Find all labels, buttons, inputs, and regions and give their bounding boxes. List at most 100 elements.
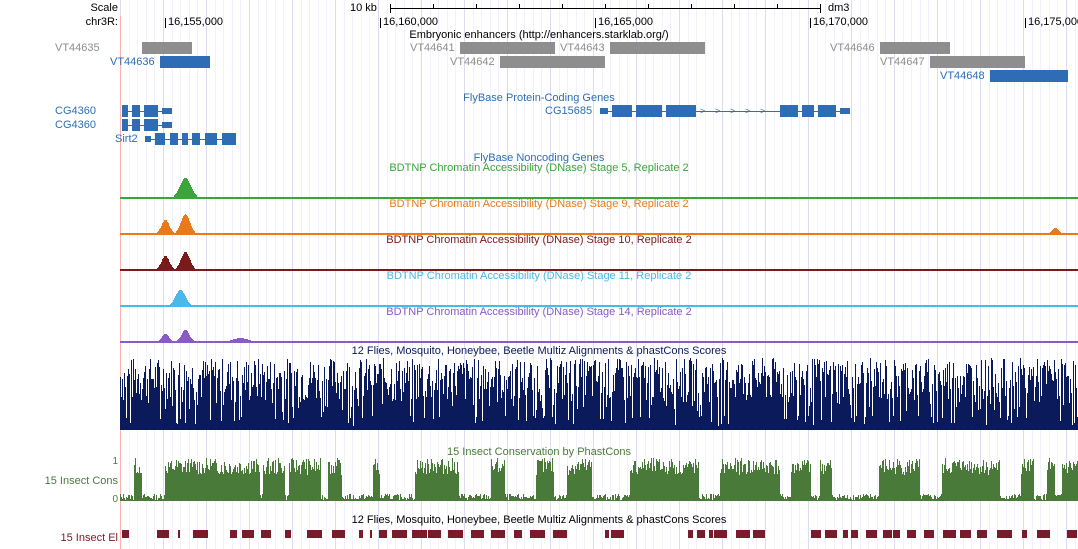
exon-block[interactable] <box>155 133 165 145</box>
exon-block[interactable] <box>818 105 836 117</box>
conserved-element[interactable] <box>1022 530 1027 538</box>
conserved-element[interactable] <box>883 530 892 538</box>
exon-block[interactable] <box>170 133 178 145</box>
gene-label: CG4360 <box>55 119 96 131</box>
conserved-element[interactable] <box>893 530 900 538</box>
conserved-element[interactable] <box>688 530 693 538</box>
conserved-element[interactable] <box>997 530 1012 538</box>
track-title-elements: 12 Flies, Mosquito, Honeybee, Beetle Mul… <box>0 514 1078 526</box>
position-axis: chr3R: 16,155,00016,160,00016,165,00016,… <box>0 16 1078 30</box>
conserved-element[interactable] <box>412 530 427 538</box>
conserved-element[interactable] <box>907 530 916 538</box>
axis-tick: 16,165,000 <box>598 16 653 28</box>
conserved-element[interactable] <box>514 530 522 538</box>
exon-block[interactable] <box>182 133 188 145</box>
exon-block[interactable] <box>205 133 217 145</box>
exon-block[interactable] <box>132 105 140 117</box>
enhancer-box[interactable] <box>142 42 192 54</box>
conserved-element[interactable] <box>242 530 254 538</box>
exon-block[interactable] <box>162 108 172 114</box>
enhancer-label: VT44635 <box>55 42 100 54</box>
conserved-element[interactable] <box>428 530 441 538</box>
conserved-element[interactable] <box>843 530 848 538</box>
exon-block[interactable] <box>122 105 128 117</box>
exon-block[interactable] <box>132 119 140 131</box>
exon-block[interactable] <box>600 108 608 114</box>
exon-block[interactable] <box>780 105 798 117</box>
exon-block[interactable] <box>666 105 696 117</box>
exon-block[interactable] <box>840 108 850 114</box>
conserved-element[interactable] <box>448 530 463 538</box>
assembly-label: dm3 <box>828 2 849 14</box>
conserved-element[interactable] <box>1067 530 1077 538</box>
conserved-element[interactable] <box>379 530 387 538</box>
conserved-element[interactable] <box>697 530 705 538</box>
conserved-element[interactable] <box>261 530 271 538</box>
exon-block[interactable] <box>145 136 151 142</box>
phastcons-ymax: 1 <box>112 456 118 467</box>
conserved-element[interactable] <box>943 530 956 538</box>
conserved-element[interactable] <box>471 530 484 538</box>
enhancer-label: VT44641 <box>410 42 455 54</box>
conserved-element[interactable] <box>122 530 129 538</box>
intron-arrow-icon: > <box>760 106 765 116</box>
conserved-element[interactable] <box>851 530 858 538</box>
exon-block[interactable] <box>636 105 662 117</box>
intron-arrow-icon: > <box>700 106 705 116</box>
enhancer-box[interactable] <box>880 42 950 54</box>
conserved-element[interactable] <box>709 530 713 538</box>
exon-block[interactable] <box>192 133 200 145</box>
exon-block[interactable] <box>802 105 814 117</box>
enhancer-box[interactable] <box>930 56 1025 68</box>
enhancer-label: VT44643 <box>560 42 605 54</box>
conserved-element[interactable] <box>178 530 180 538</box>
enhancer-box[interactable] <box>160 56 210 68</box>
chrom-label: chr3R: <box>0 16 118 28</box>
conserved-element[interactable] <box>714 530 727 538</box>
conserved-element[interactable] <box>866 530 877 538</box>
scale-label: Scale <box>0 2 118 14</box>
conserved-element[interactable] <box>825 530 837 538</box>
genome-browser: Scale 10 kb dm3 chr3R: 16,155,00016,160,… <box>0 0 1078 549</box>
exon-block[interactable] <box>222 133 236 145</box>
conserved-element[interactable] <box>924 530 934 538</box>
conserved-element[interactable] <box>753 530 765 538</box>
conserved-element[interactable] <box>960 530 971 538</box>
conserved-element[interactable] <box>359 530 363 538</box>
dnase-wiggle <box>120 246 1078 270</box>
conserved-element[interactable] <box>157 530 169 538</box>
dnase-title: BDTNP Chromatin Accessibility (DNase) St… <box>0 306 1078 318</box>
enhancer-box[interactable] <box>460 42 555 54</box>
exon-block[interactable] <box>144 119 158 131</box>
conserved-element[interactable] <box>392 530 407 538</box>
phastcons-label: 15 Insect Cons <box>0 475 118 487</box>
exon-block[interactable] <box>122 119 128 131</box>
conserved-element[interactable] <box>307 530 322 538</box>
enhancer-box[interactable] <box>500 56 605 68</box>
conserved-element[interactable] <box>491 530 505 538</box>
exon-block[interactable] <box>162 122 172 128</box>
conserved-element[interactable] <box>370 530 372 538</box>
enhancer-box[interactable] <box>610 42 705 54</box>
phastcons-baseline <box>120 500 1078 501</box>
conserved-element[interactable] <box>977 530 987 538</box>
exon-block[interactable] <box>612 105 632 117</box>
dnase-wiggle <box>120 282 1078 306</box>
exon-block[interactable] <box>144 105 158 117</box>
conserved-element[interactable] <box>736 530 750 538</box>
enhancer-label: VT44642 <box>450 56 495 68</box>
dnase-title: BDTNP Chromatin Accessibility (DNase) St… <box>0 198 1078 210</box>
conserved-element[interactable] <box>230 530 237 538</box>
conserved-element[interactable] <box>285 530 291 538</box>
conserved-element[interactable] <box>1037 530 1050 538</box>
conserved-element[interactable] <box>530 530 545 538</box>
conserved-element[interactable] <box>332 530 345 538</box>
dnase-title: BDTNP Chromatin Accessibility (DNase) St… <box>0 270 1078 282</box>
track-title-multiz: 12 Flies, Mosquito, Honeybee, Beetle Mul… <box>0 345 1078 357</box>
conserved-element[interactable] <box>611 530 624 538</box>
conserved-element[interactable] <box>193 530 208 538</box>
conserved-element[interactable] <box>553 530 567 538</box>
conserved-element[interactable] <box>605 530 609 538</box>
conserved-element[interactable] <box>811 530 821 538</box>
enhancer-box[interactable] <box>990 70 1068 82</box>
